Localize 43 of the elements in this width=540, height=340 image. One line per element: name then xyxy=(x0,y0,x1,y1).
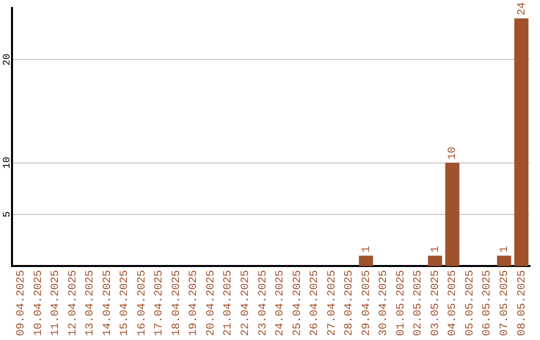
bar xyxy=(428,256,442,266)
x-tick-label: 08.05.2025 xyxy=(516,270,528,336)
x-tick-label: 02.05.2025 xyxy=(412,270,425,336)
x-tick-label: 01.05.2025 xyxy=(395,270,408,336)
x-tick-label: 20.04.2025 xyxy=(205,270,218,336)
x-tick-label: 21.04.2025 xyxy=(222,270,235,336)
bar xyxy=(497,256,512,266)
x-tick-label: 29.04.2025 xyxy=(360,270,373,336)
data-label: 10 xyxy=(447,146,460,160)
y-tick-label: 5 xyxy=(2,211,14,218)
y-tick-label: 20 xyxy=(2,54,14,66)
x-tick-label: 24.04.2025 xyxy=(274,270,287,336)
data-label: 1 xyxy=(360,246,373,253)
bar xyxy=(514,18,528,266)
bar xyxy=(358,256,374,266)
x-tick-label: 16.04.2025 xyxy=(136,270,148,336)
x-tick-label: 22.04.2025 xyxy=(240,270,252,336)
x-tick-label: 10.04.2025 xyxy=(32,270,45,336)
x-tick-label: 26.04.2025 xyxy=(309,270,322,336)
x-tick-label: 03.05.2025 xyxy=(430,270,442,336)
data-label: 1 xyxy=(430,246,442,253)
data-label: 24 xyxy=(516,2,528,16)
x-tick-label: 17.04.2025 xyxy=(154,270,166,336)
x-tick-label: 25.04.2025 xyxy=(292,270,304,336)
x-tick-label: 11.04.2025 xyxy=(50,270,62,336)
x-tick-label: 04.05.2025 xyxy=(447,270,460,336)
x-tick-label: 30.04.2025 xyxy=(378,270,390,336)
x-tick-label: 06.05.2025 xyxy=(482,270,494,336)
x-tick-label: 23.04.2025 xyxy=(257,270,270,336)
x-tick-label: 15.04.2025 xyxy=(119,270,132,336)
x-tick-label: 14.04.2025 xyxy=(102,270,114,336)
x-tick-label: 05.05.2025 xyxy=(464,270,476,336)
x-tick-label: 28.04.2025 xyxy=(344,270,356,336)
x-tick-label: 13.04.2025 xyxy=(84,270,97,336)
x-tick-label: 07.05.2025 xyxy=(499,270,512,336)
bar xyxy=(445,162,460,266)
x-tick-label: 09.04.2025 xyxy=(16,270,28,336)
y-tick-label: 10 xyxy=(2,156,14,169)
x-tick-label: 19.04.2025 xyxy=(188,270,200,336)
x-tick-label: 18.04.2025 xyxy=(170,270,183,336)
data-label: 1 xyxy=(499,246,512,253)
x-tick-label: 12.04.2025 xyxy=(67,270,80,336)
x-tick-label: 27.04.2025 xyxy=(326,270,338,336)
